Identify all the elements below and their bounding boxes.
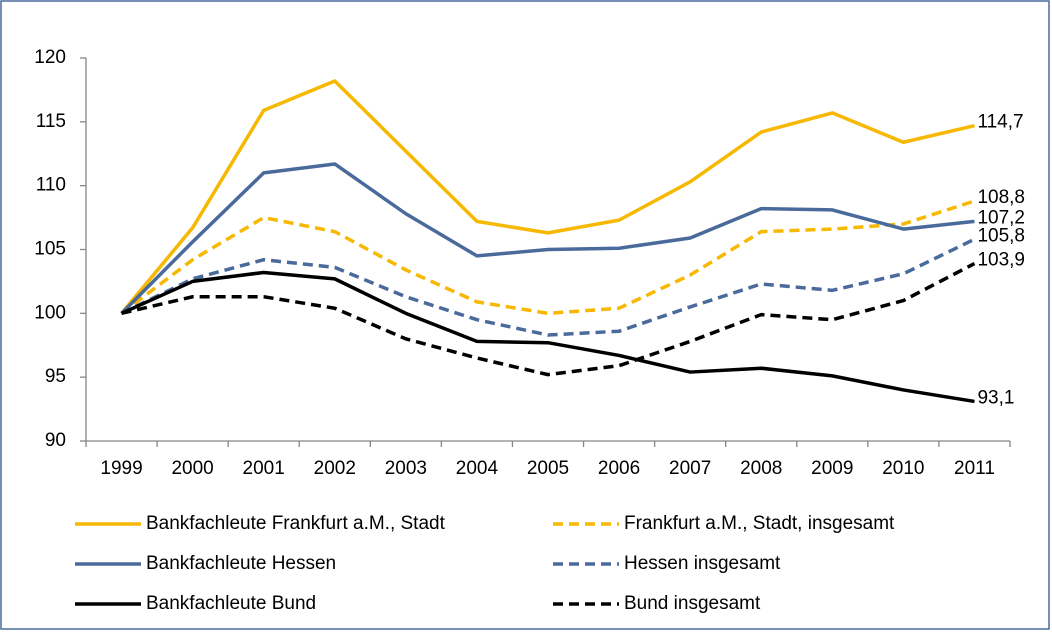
series-line xyxy=(120,270,975,404)
series-line xyxy=(121,261,976,377)
x-tick-label: 2006 xyxy=(598,458,640,479)
x-tick-label: 2011 xyxy=(954,458,995,479)
y-tick-label: 90 xyxy=(45,430,66,451)
legend-label: Bankfachleute Hessen xyxy=(146,553,336,574)
series-line xyxy=(120,237,976,337)
y-tick-label: 115 xyxy=(36,111,66,132)
x-tick-label: 2005 xyxy=(527,458,569,479)
y-tick-label: 105 xyxy=(34,239,66,260)
legend-label: Hessen insgesamt xyxy=(624,553,781,574)
legend-label: Frankfurt a.M., Stadt, insgesamt xyxy=(624,513,895,534)
series-line xyxy=(120,79,975,315)
y-tick-label: 110 xyxy=(36,175,66,196)
x-tick-label: 2004 xyxy=(456,458,499,479)
x-tick-label: 2009 xyxy=(811,458,853,479)
x-tick-label: 2007 xyxy=(669,458,711,479)
x-tick-label: 2003 xyxy=(385,458,427,479)
legend-label: Bankfachleute Frankfurt a.M., Stadt xyxy=(146,513,446,534)
legend-label: Bankfachleute Bund xyxy=(146,593,316,614)
x-tick-label: 2008 xyxy=(740,458,782,479)
x-tick-label: 2000 xyxy=(171,458,213,479)
series-line xyxy=(120,162,975,315)
legend-label: Bund insgesamt xyxy=(624,593,761,614)
value-label: 107,2 xyxy=(977,207,1025,228)
y-tick-label: 100 xyxy=(34,302,66,323)
y-tick-label: 120 xyxy=(34,47,66,68)
x-tick-label: 2002 xyxy=(314,458,356,479)
x-tick-label: 2001 xyxy=(243,458,285,479)
value-label: 114,7 xyxy=(977,112,1023,133)
x-tick-label: 1999 xyxy=(100,458,142,479)
value-label: 105,8 xyxy=(977,225,1025,246)
x-tick-label: 2010 xyxy=(882,458,924,479)
y-tick-label: 95 xyxy=(45,366,66,387)
value-label: 108,8 xyxy=(977,187,1025,208)
value-label: 103,9 xyxy=(977,250,1025,271)
value-label: 93,1 xyxy=(977,387,1014,408)
